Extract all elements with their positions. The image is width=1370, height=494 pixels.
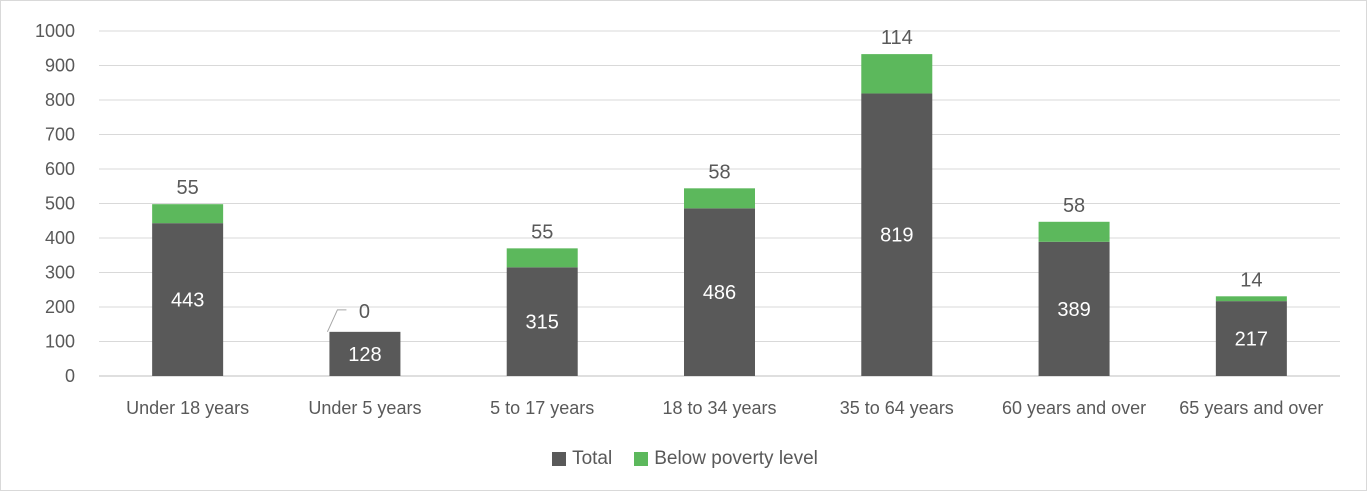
data-label-below-poverty: 58 (708, 161, 730, 183)
bars (152, 54, 1287, 376)
leader-line (327, 310, 346, 332)
x-category-label: 60 years and over (1002, 398, 1146, 418)
bar-below-poverty (1216, 296, 1287, 301)
legend-label-below-poverty: Below poverty level (654, 448, 818, 470)
legend-label-total: Total (572, 448, 612, 470)
y-tick-label: 800 (45, 90, 75, 110)
legend-item-total: Total (552, 448, 612, 470)
bar-below-poverty (152, 204, 223, 223)
x-category-label: 35 to 64 years (840, 398, 954, 418)
data-label-below-poverty: 0 (359, 301, 370, 323)
data-label-below-poverty: 58 (1063, 195, 1085, 217)
legend-swatch-below-poverty (634, 452, 648, 466)
y-tick-label: 300 (45, 263, 75, 283)
data-label-total: 128 (348, 344, 381, 366)
data-label-total: 315 (526, 312, 559, 334)
legend-item-below-poverty: Below poverty level (634, 448, 818, 470)
y-tick-label: 400 (45, 228, 75, 248)
data-label-below-poverty: 14 (1240, 269, 1262, 291)
data-label-total: 486 (703, 282, 736, 304)
x-axis-categories: Under 18 years Under 5 years 5 to 17 years… (126, 398, 1323, 418)
data-label-below-poverty: 55 (531, 221, 553, 243)
data-label-total: 389 (1057, 299, 1090, 321)
x-category-label: 5 to 17 years (490, 398, 594, 418)
x-category-label: 18 to 34 years (662, 398, 776, 418)
y-tick-label: 900 (45, 56, 75, 76)
bar-below-poverty (507, 248, 578, 267)
stacked-bar-chart: 0 100 200 300 400 500 600 700 800 900 1000 443 55 12… (0, 0, 1370, 440)
y-tick-label: 500 (45, 194, 75, 214)
y-tick-label: 200 (45, 297, 75, 317)
x-category-label: Under 5 years (308, 398, 421, 418)
data-label-total: 443 (171, 290, 204, 312)
data-label-total: 217 (1235, 329, 1268, 351)
y-tick-label: 600 (45, 159, 75, 179)
y-tick-label: 700 (45, 125, 75, 145)
legend: Total Below poverty level (0, 448, 1370, 470)
y-tick-label: 0 (65, 366, 75, 386)
bar-below-poverty (861, 54, 932, 93)
y-tick-label: 100 (45, 332, 75, 352)
data-label-total: 819 (880, 225, 913, 247)
y-tick-label: 1000 (35, 21, 75, 41)
data-label-below-poverty: 114 (881, 27, 913, 49)
bar-below-poverty (684, 188, 755, 208)
y-axis-ticks: 0 100 200 300 400 500 600 700 800 900 1000 (35, 21, 75, 386)
data-label-below-poverty: 55 (177, 177, 199, 199)
x-category-label: Under 18 years (126, 398, 249, 418)
legend-swatch-total (552, 452, 566, 466)
bar-below-poverty (1039, 222, 1110, 242)
x-category-label: 65 years and over (1179, 398, 1323, 418)
